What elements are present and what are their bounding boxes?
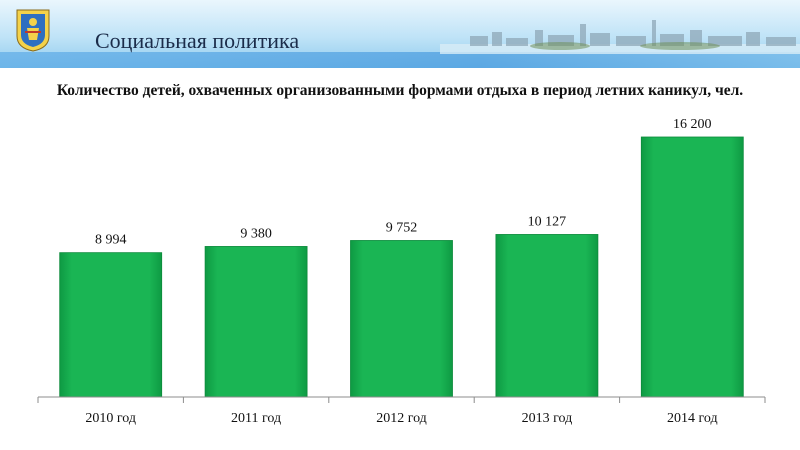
bar-value-label: 9 380 bbox=[240, 226, 272, 241]
bar-value-label: 16 200 bbox=[673, 117, 712, 132]
city-skyline-banner bbox=[440, 20, 800, 54]
bar bbox=[495, 234, 599, 398]
bar bbox=[350, 240, 453, 398]
bar bbox=[59, 252, 163, 398]
page-title: Социальная политика bbox=[95, 28, 300, 53]
x-tick-label: 2012 год bbox=[376, 411, 427, 426]
bar-value-label: 10 127 bbox=[528, 214, 567, 229]
header-band bbox=[0, 52, 800, 68]
bar-value-label: 9 752 bbox=[386, 220, 418, 235]
bar-value-label: 8 994 bbox=[95, 233, 127, 248]
bar bbox=[204, 246, 308, 398]
bar bbox=[640, 136, 744, 398]
x-tick-label: 2013 год bbox=[522, 411, 573, 426]
x-tick-label: 2010 год bbox=[85, 411, 136, 426]
x-tick-label: 2011 год bbox=[231, 411, 281, 426]
header-banner: Социальная политика bbox=[0, 0, 800, 68]
x-tick-label: 2014 год bbox=[667, 411, 718, 426]
chart-title: Количество детей, охваченных организован… bbox=[56, 82, 744, 99]
arkhangelsk-coat-of-arms-icon bbox=[16, 9, 50, 52]
